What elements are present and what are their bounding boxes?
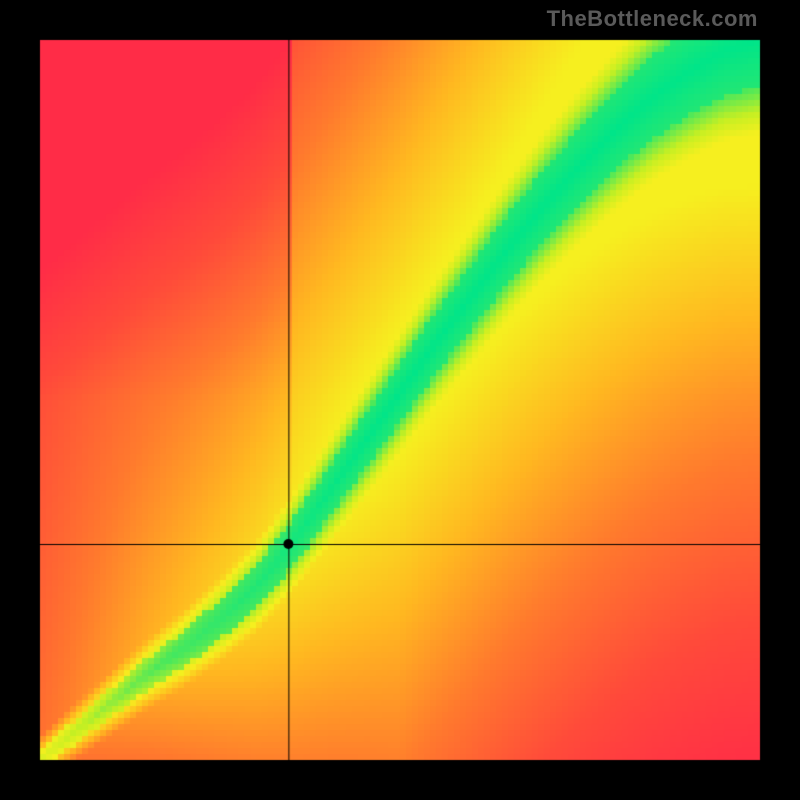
bottleneck-heatmap <box>0 0 800 800</box>
chart-container: TheBottleneck.com <box>0 0 800 800</box>
watermark-text: TheBottleneck.com <box>547 6 758 32</box>
